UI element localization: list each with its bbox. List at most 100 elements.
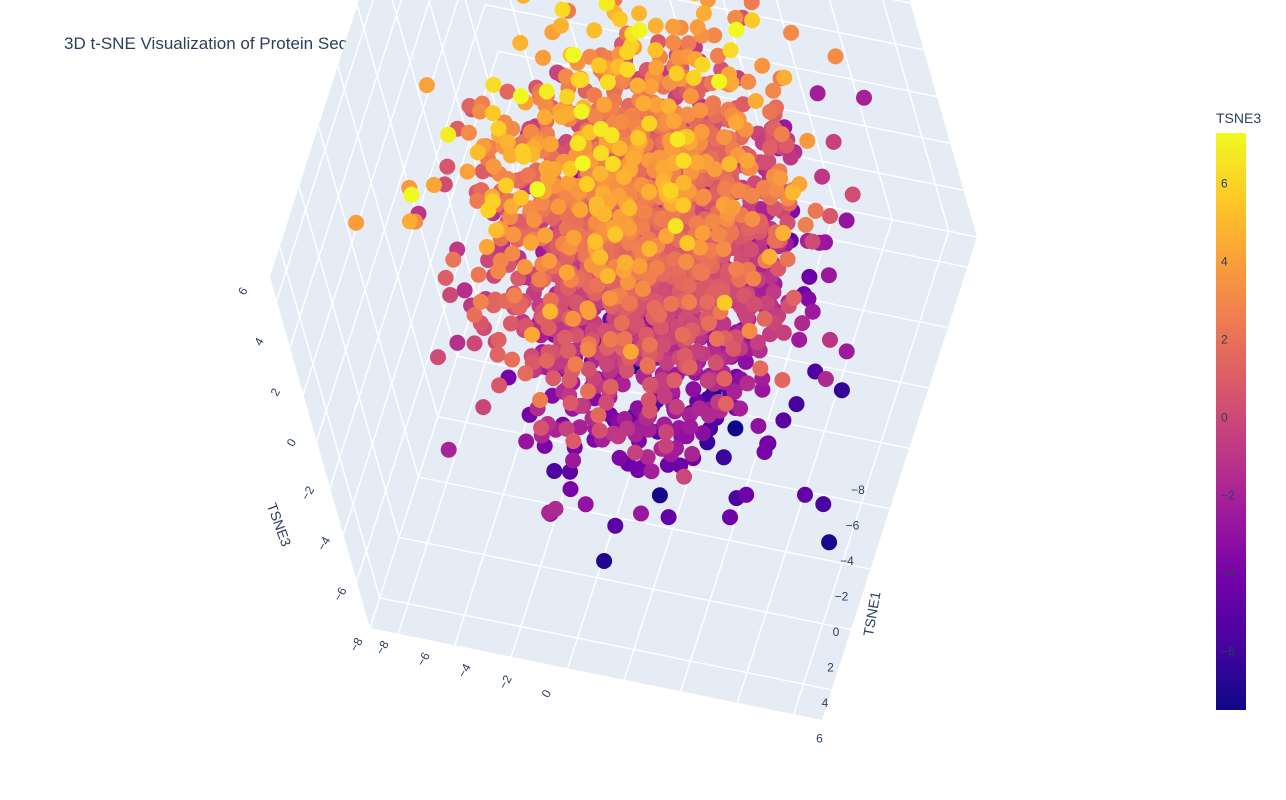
data-point [631,22,648,39]
data-point [695,425,711,442]
data-point [788,396,805,413]
data-point [682,418,699,435]
data-point [754,381,771,398]
data-point [504,351,521,368]
colorbar-tick-label: 0 [1221,411,1228,425]
data-point [630,130,646,146]
data-point [641,115,658,132]
data-point [639,357,656,374]
data-point [775,225,792,241]
data-point [577,496,594,513]
data-point [590,407,607,424]
data-point [756,179,772,196]
data-point [603,127,620,144]
data-point [439,158,456,175]
data-point [809,85,826,102]
data-point [794,315,811,332]
data-point [775,324,792,341]
data-point [565,452,582,469]
data-point [562,395,579,412]
data-point [641,240,658,257]
data-point [591,57,608,74]
data-point [665,18,682,35]
data-point [513,189,529,206]
data-point [726,384,743,401]
data-point [744,187,760,204]
data-point [641,336,658,353]
data-point [706,161,723,178]
data-point [651,487,668,504]
data-point [526,211,543,228]
data-point [622,343,639,360]
data-point [756,444,773,460]
data-point [723,224,740,241]
data-point [466,335,483,352]
data-point [490,263,507,280]
data-point [745,270,762,287]
data-point [784,184,801,201]
data-point [765,82,782,99]
data-point [694,225,711,242]
data-point [641,183,658,200]
data-point [761,248,778,265]
data-point [667,218,684,234]
colorbar-title: TSNE3 [1216,110,1262,126]
data-point [580,361,597,378]
x-tick-label: −4 [840,554,854,568]
data-point [560,174,577,191]
data-point [540,170,557,187]
data-point [554,1,571,18]
data-point [730,182,747,199]
data-point [460,124,477,141]
data-point [592,165,609,182]
data-point [538,352,555,369]
grid-line [315,0,459,442]
data-point [459,163,476,180]
data-point [744,211,761,227]
data-point [547,500,564,517]
data-point [679,106,696,123]
x-tick-label: 2 [827,661,834,675]
data-point [791,331,808,348]
data-point [562,481,579,498]
data-point [535,49,551,66]
data-point [715,449,732,466]
data-point [715,241,732,257]
z-tick-label: 6 [235,284,251,297]
data-point [727,9,744,26]
data-point [489,346,506,363]
data-point [440,126,457,143]
data-point [542,136,559,153]
data-point [741,323,758,339]
data-point [573,71,590,88]
data-point [685,69,702,86]
data-point [647,17,664,34]
data-point [532,392,549,408]
data-point [801,268,818,285]
data-point [759,295,776,312]
scatter-points[interactable] [348,0,872,569]
data-point [598,394,615,411]
data-point [621,200,638,217]
data-point [485,158,502,175]
data-point [499,134,516,151]
data-point [512,88,529,105]
data-point [490,120,507,137]
data-point [675,197,692,214]
data-point [524,326,540,343]
data-point [674,326,691,343]
data-point [591,422,608,439]
grid-line [736,219,893,703]
data-point [799,132,816,149]
data-point [746,296,763,313]
data-point [658,354,675,371]
x-axis-title: TSNE1 [860,590,884,637]
data-point [475,399,492,416]
data-point [773,126,790,143]
data-point [558,264,575,281]
colorbar-tick-label: −6 [1221,645,1235,659]
data-point [636,204,653,221]
data-point [797,486,813,503]
data-point [520,167,537,184]
